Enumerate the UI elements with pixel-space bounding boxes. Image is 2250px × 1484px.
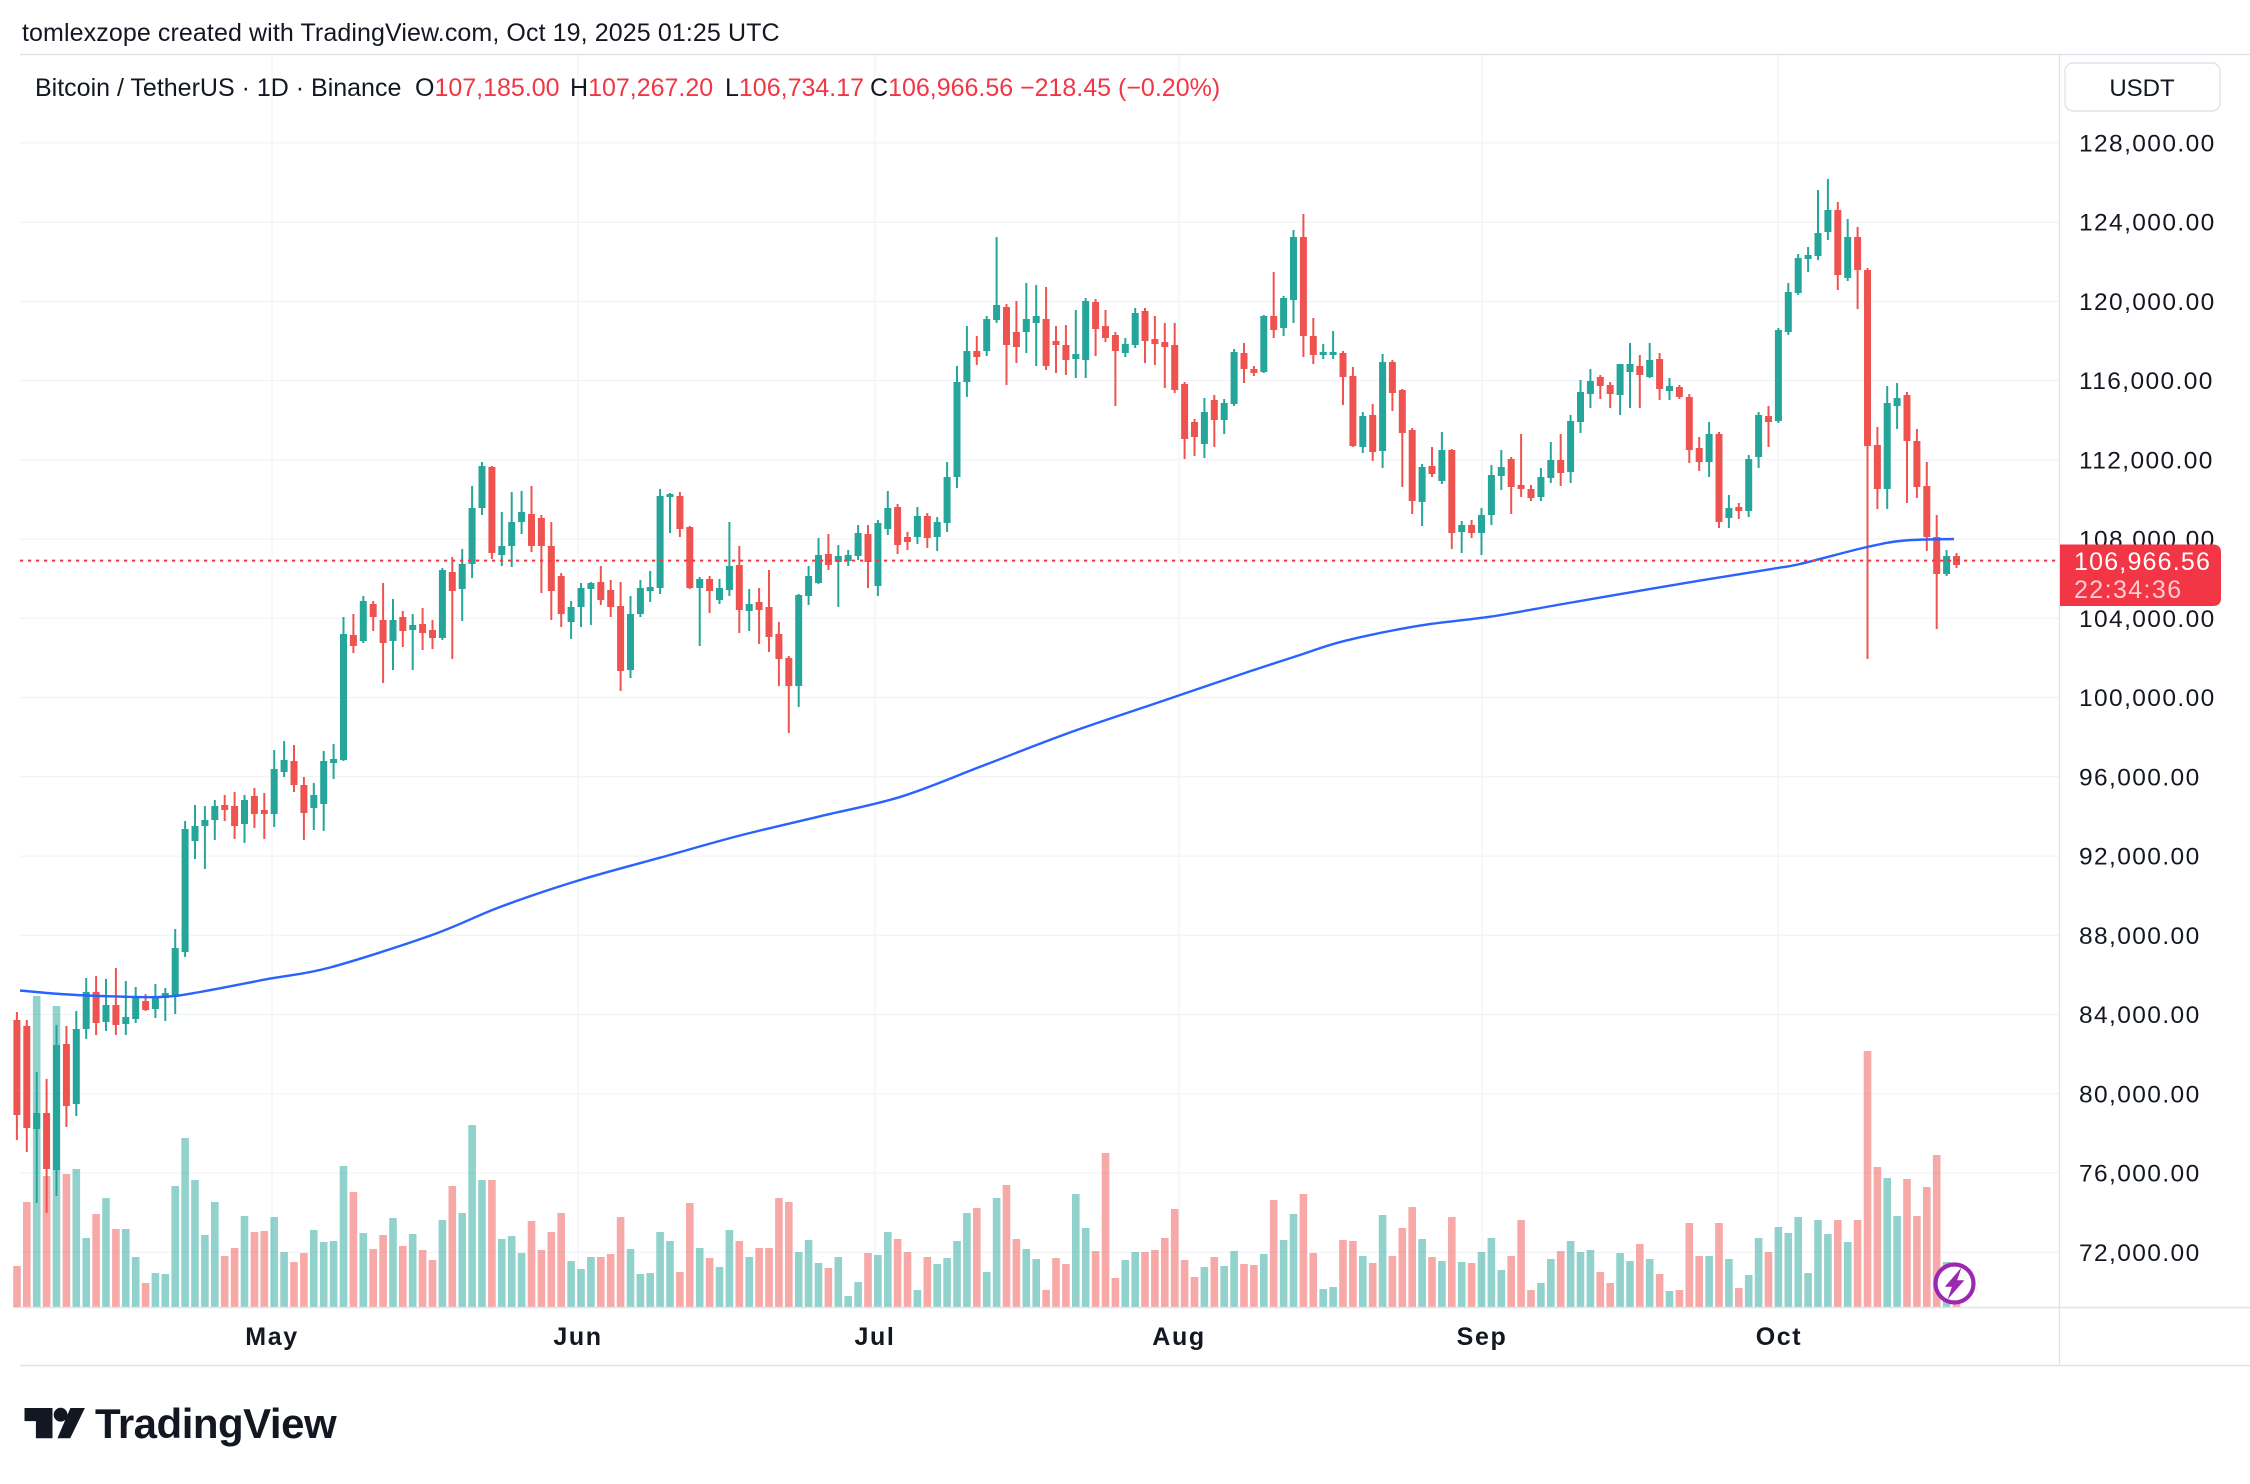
- svg-text:Aug: Aug: [1152, 1323, 1205, 1351]
- svg-text:76,000.00: 76,000.00: [2079, 1161, 2201, 1188]
- svg-text:Jun: Jun: [553, 1323, 602, 1351]
- svg-text:88,000.00: 88,000.00: [2079, 923, 2201, 950]
- svg-text:112,000.00: 112,000.00: [2079, 447, 2214, 474]
- svg-text:104,000.00: 104,000.00: [2079, 606, 2216, 633]
- svg-text:100,000.00: 100,000.00: [2079, 685, 2216, 712]
- svg-text:128,000.00: 128,000.00: [2079, 130, 2216, 157]
- svg-text:Oct: Oct: [1756, 1323, 1802, 1351]
- svg-text:96,000.00: 96,000.00: [2079, 764, 2201, 791]
- svg-text:Sep: Sep: [1457, 1323, 1508, 1351]
- svg-text:116,000.00: 116,000.00: [2079, 368, 2214, 395]
- svg-text:May: May: [245, 1323, 298, 1351]
- svg-text:120,000.00: 120,000.00: [2079, 289, 2216, 316]
- svg-text:92,000.00: 92,000.00: [2079, 844, 2201, 871]
- svg-text:TradingView: TradingView: [95, 1400, 337, 1447]
- svg-text:84,000.00: 84,000.00: [2079, 1002, 2201, 1029]
- svg-text:106,966.56: 106,966.56: [2074, 548, 2211, 576]
- svg-text:72,000.00: 72,000.00: [2079, 1240, 2201, 1267]
- svg-text:80,000.00: 80,000.00: [2079, 1081, 2201, 1108]
- svg-text:124,000.00: 124,000.00: [2079, 210, 2216, 237]
- svg-text:USDT: USDT: [2109, 75, 2175, 102]
- svg-text:Bitcoin / TetherUS · 1D · Bina: Bitcoin / TetherUS · 1D · Binance O107,18…: [35, 74, 1220, 102]
- svg-text:tomlexzope created with Tradin: tomlexzope created with TradingView.com,…: [22, 19, 780, 47]
- svg-text:22:34:36: 22:34:36: [2074, 576, 2183, 604]
- svg-text:Jul: Jul: [855, 1323, 896, 1351]
